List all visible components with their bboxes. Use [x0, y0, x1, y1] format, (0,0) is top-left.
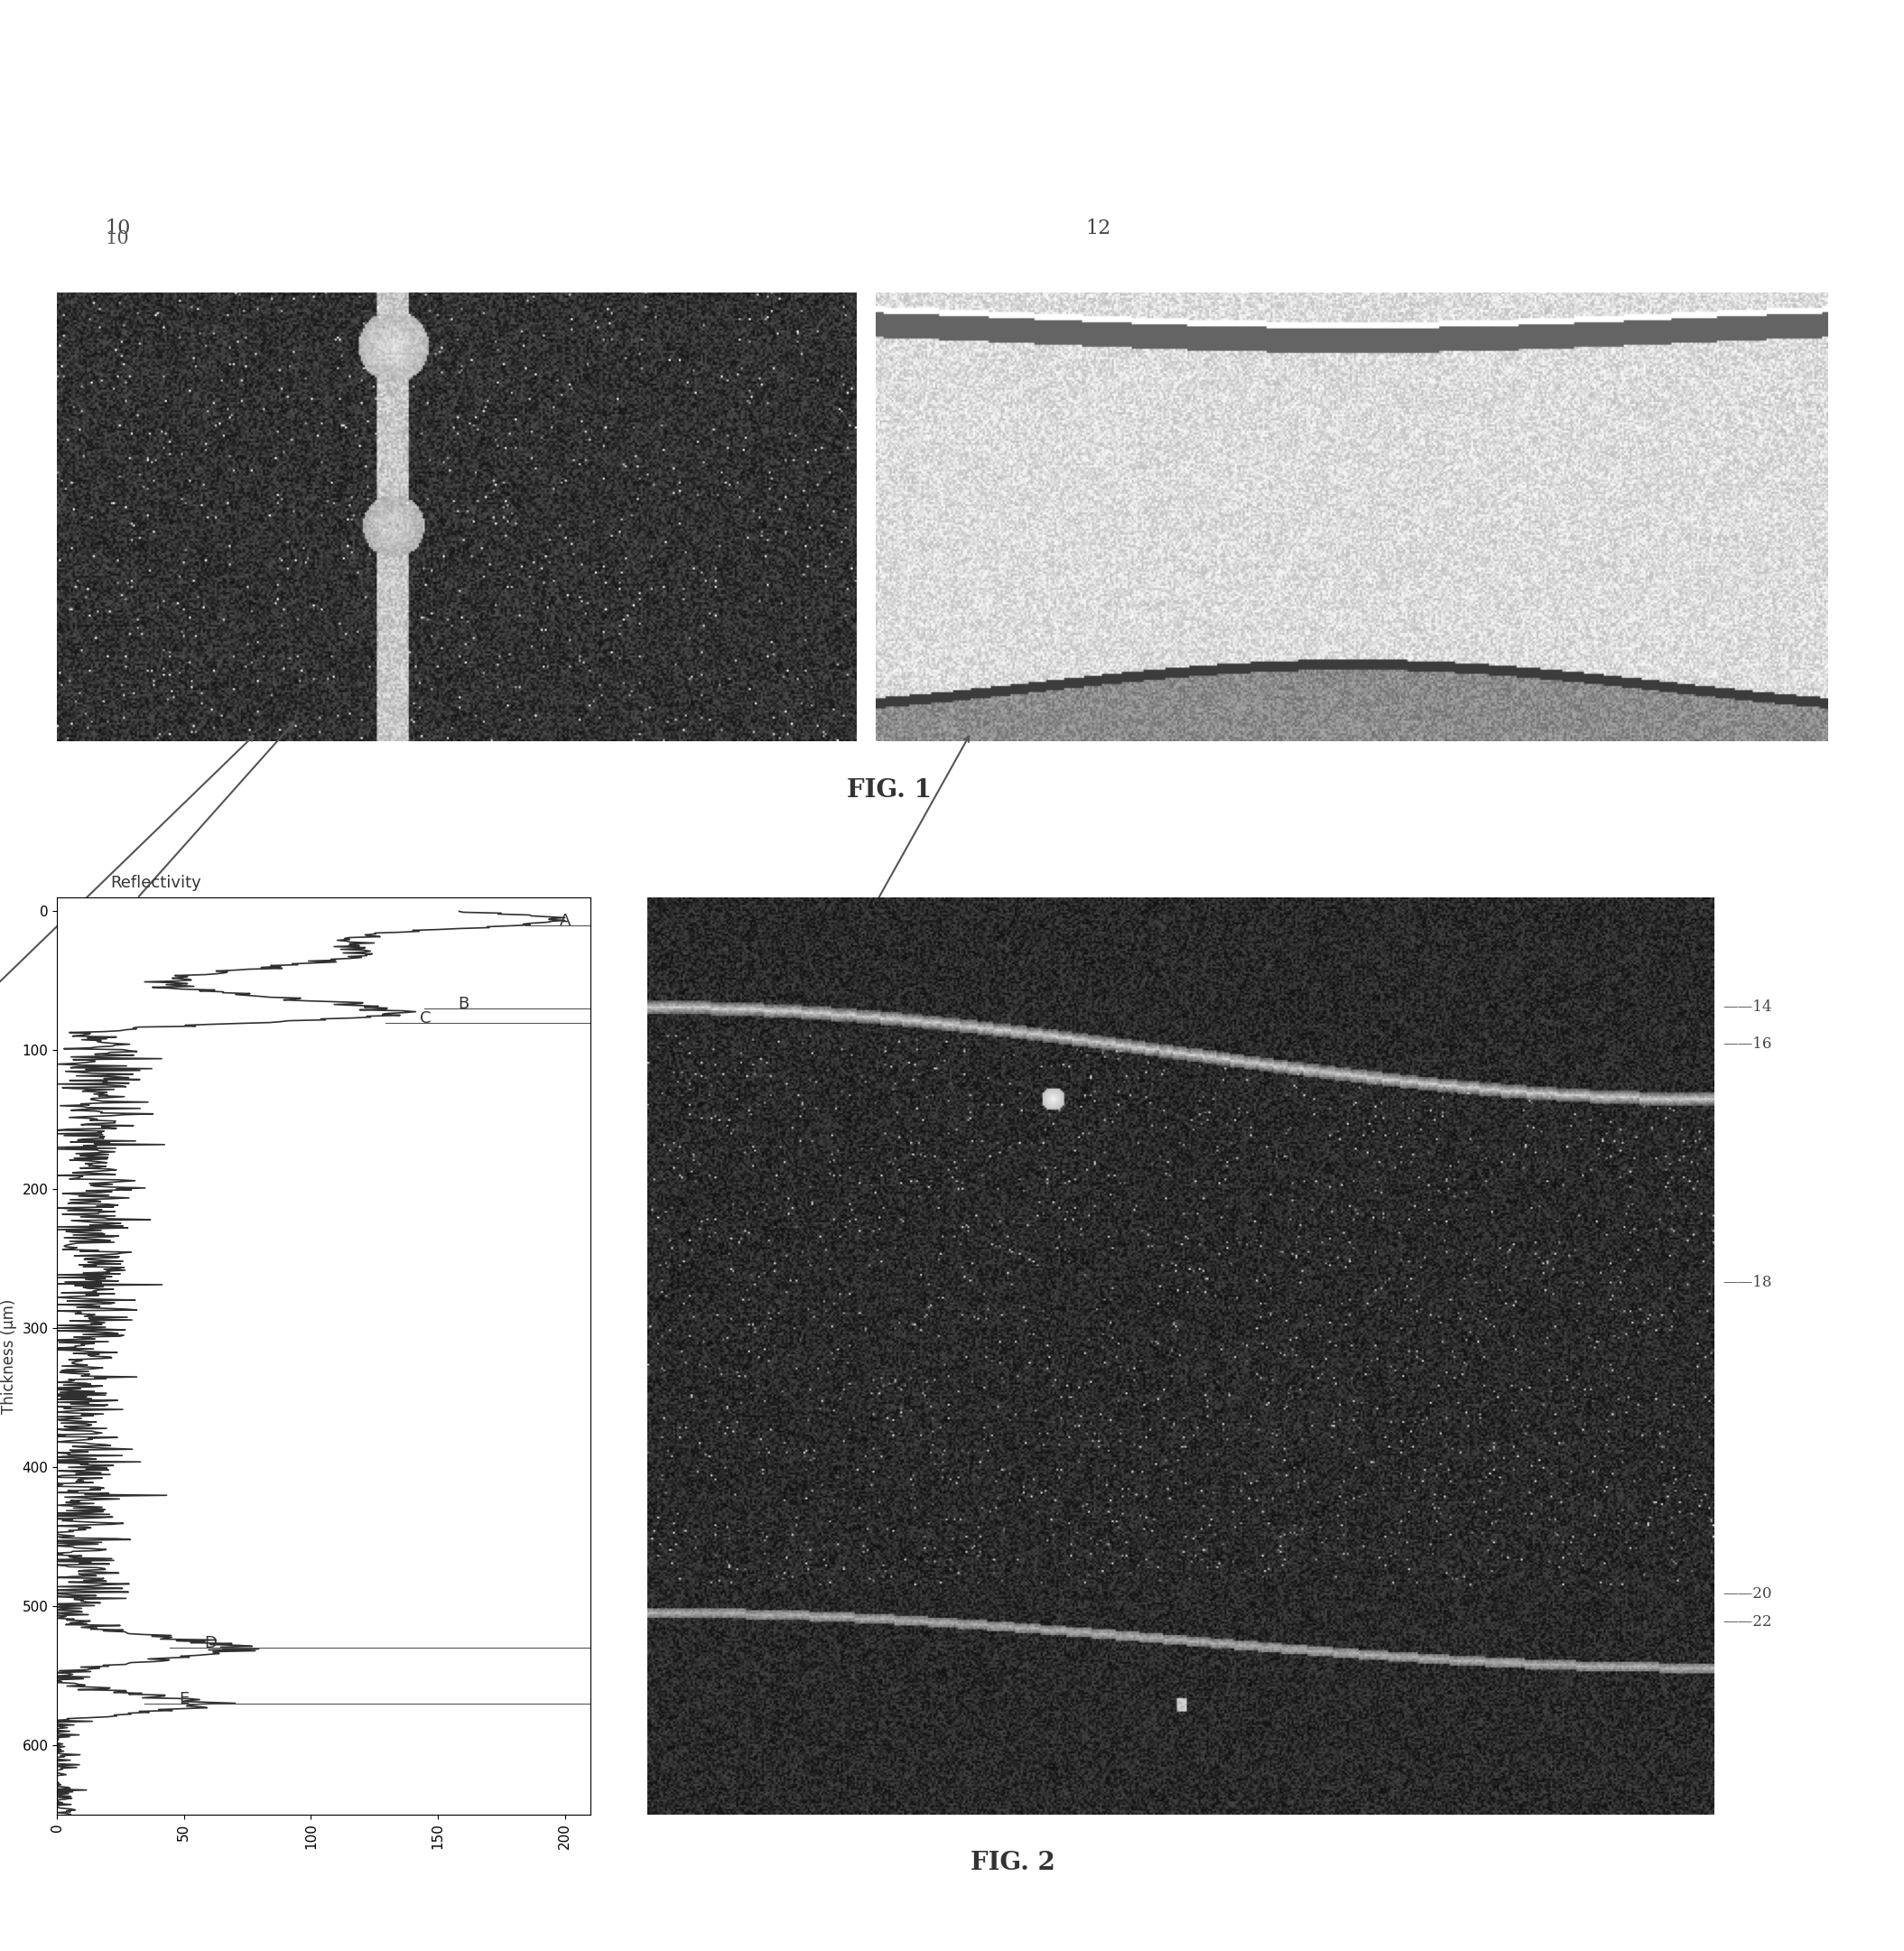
Text: B: B	[459, 995, 468, 1013]
Text: ——22: ——22	[1723, 1613, 1773, 1629]
Text: ——20: ——20	[1723, 1586, 1773, 1602]
Text: ——16: ——16	[1723, 1036, 1773, 1052]
Text: Reflectivity: Reflectivity	[110, 874, 202, 892]
Text: C: C	[421, 1011, 432, 1026]
Y-axis label: Thickness (μm): Thickness (μm)	[0, 1299, 17, 1413]
Text: 10: 10	[105, 219, 129, 238]
Text: FIG. 2: FIG. 2	[971, 1851, 1055, 1875]
Text: 10: 10	[105, 230, 129, 248]
Text: E: E	[179, 1692, 188, 1707]
Text: 12: 12	[1085, 219, 1110, 238]
Text: D: D	[204, 1635, 217, 1651]
Text: A: A	[560, 913, 571, 929]
Text: ——18: ——18	[1723, 1274, 1773, 1290]
Text: ——14: ——14	[1723, 999, 1773, 1015]
Text: FIG. 1: FIG. 1	[847, 778, 931, 802]
